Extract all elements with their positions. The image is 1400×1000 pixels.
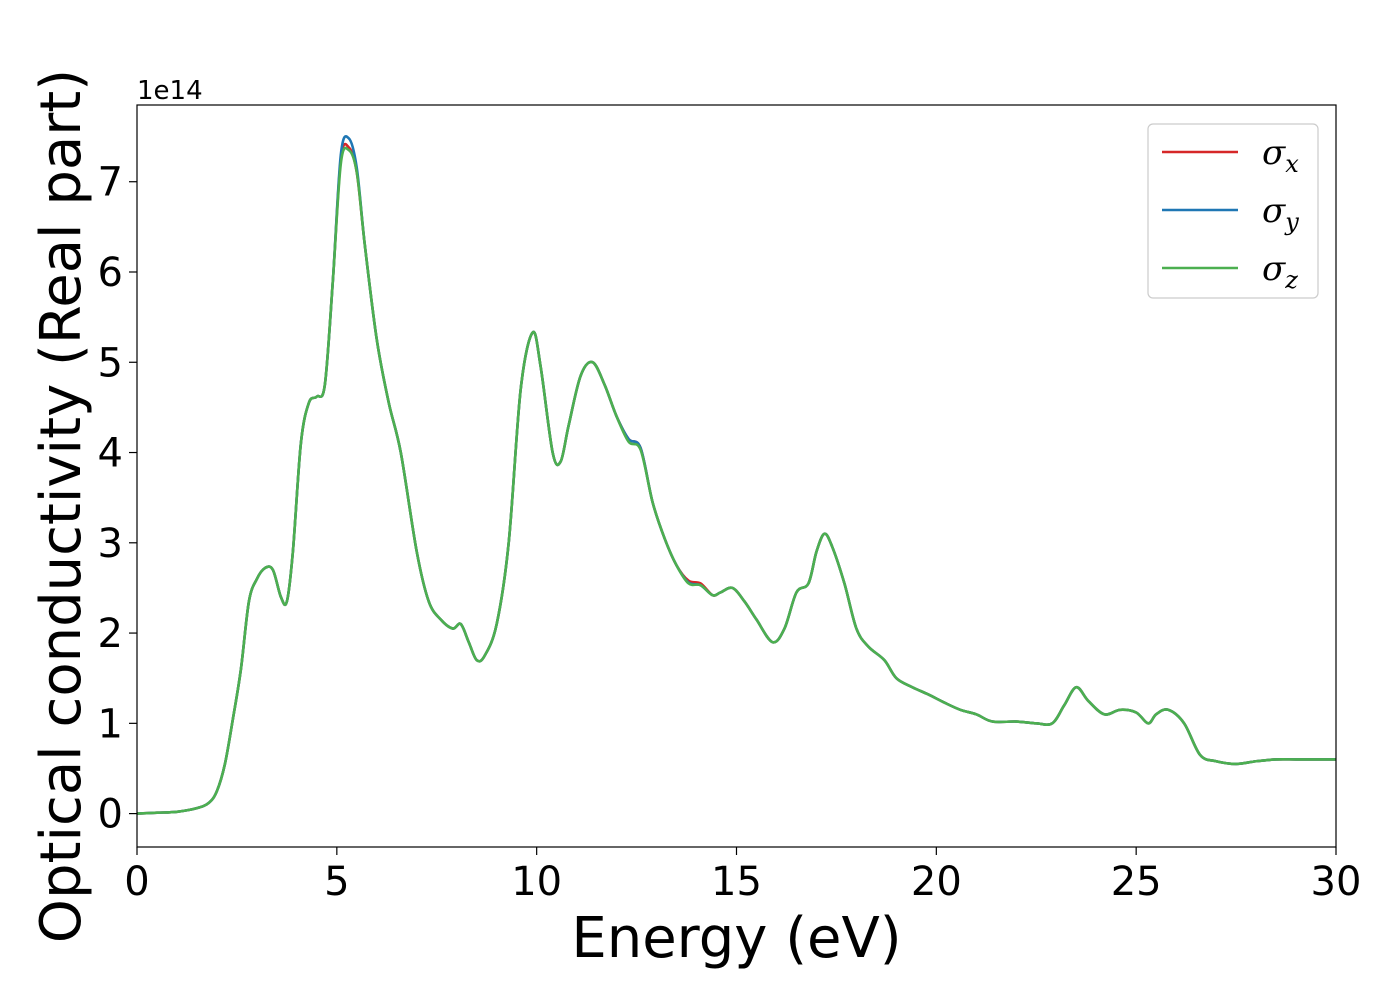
series-line-sigma-z (137, 146, 1336, 815)
y-tick-label: 2 (98, 611, 123, 657)
legend-label-sigma-x: σx (1262, 133, 1299, 178)
y-axis-ticks: 0 1 2 3 4 5 6 7 (98, 160, 137, 838)
y-axis-label: Optical conductivity (Real part) (29, 69, 94, 943)
x-tick-label: 25 (1111, 859, 1162, 905)
y-tick-label: 0 (98, 792, 123, 838)
x-tick-label: 15 (711, 859, 762, 905)
series-layer (137, 134, 1336, 815)
legend-label-sigma-y: σy (1262, 191, 1299, 236)
x-axis-ticks: 0 5 10 15 20 25 30 (124, 847, 1361, 905)
legend: σx σy σz (1147, 123, 1319, 299)
x-tick-label: 20 (911, 859, 962, 905)
y-tick-label: 4 (98, 431, 123, 477)
x-axis-label: Energy (eV) (571, 906, 901, 971)
y-tick-label: 7 (98, 160, 123, 206)
y-tick-label: 3 (98, 521, 123, 567)
y-tick-label: 6 (98, 250, 123, 296)
legend-label-sigma-z: σz (1262, 249, 1298, 294)
x-tick-label: 30 (1311, 859, 1362, 905)
y-tick-label: 1 (98, 701, 123, 747)
x-tick-label: 10 (511, 859, 562, 905)
y-axis-offset-label: 1e14 (137, 76, 203, 106)
x-tick-label: 0 (124, 859, 149, 905)
y-tick-label: 5 (98, 340, 123, 386)
x-tick-label: 5 (324, 859, 349, 905)
